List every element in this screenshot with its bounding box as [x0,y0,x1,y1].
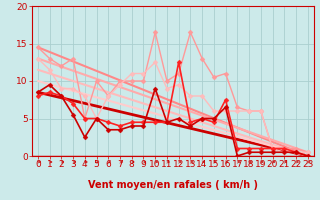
X-axis label: Vent moyen/en rafales ( km/h ): Vent moyen/en rafales ( km/h ) [88,180,258,190]
